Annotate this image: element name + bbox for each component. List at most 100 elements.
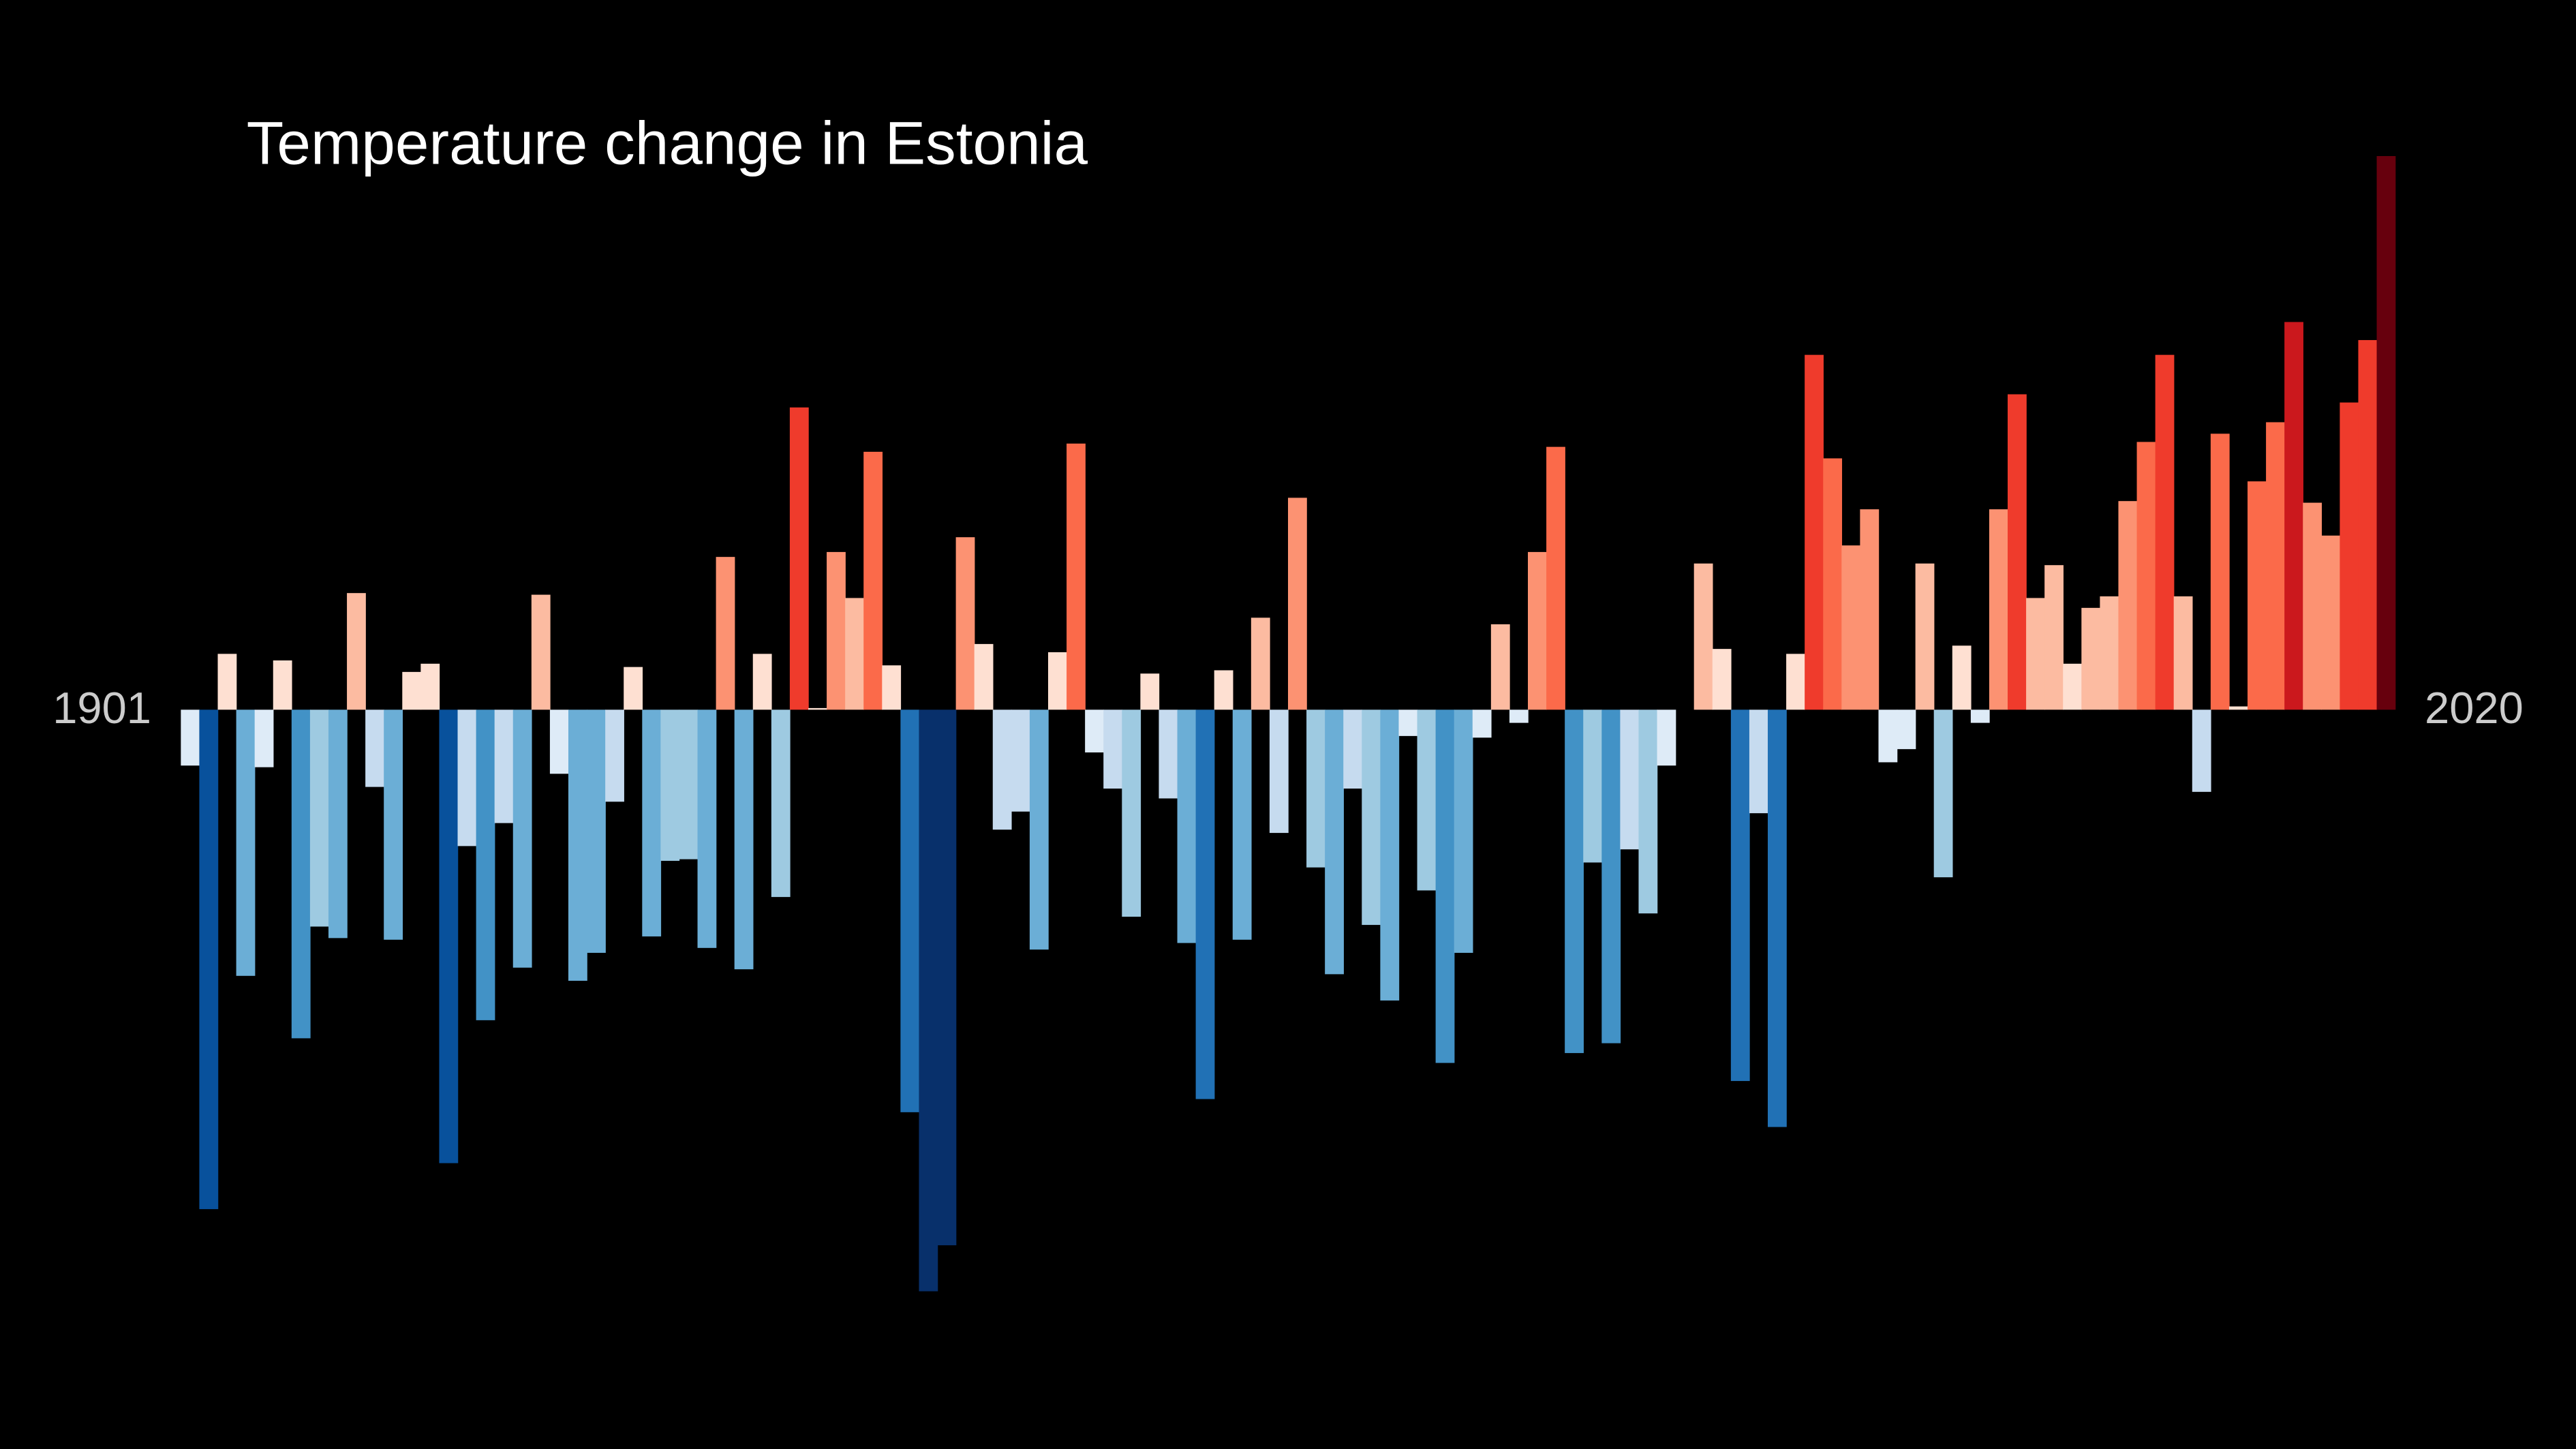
bar <box>882 665 902 710</box>
bar <box>1841 545 1861 710</box>
bar <box>2358 339 2378 710</box>
bar <box>752 654 772 710</box>
bar <box>347 593 366 710</box>
bar <box>2026 598 2045 710</box>
bar <box>1952 645 1972 710</box>
bar <box>1786 654 1805 710</box>
bar <box>1214 670 1233 710</box>
bar <box>1122 710 1141 917</box>
bar <box>2008 394 2027 710</box>
bar <box>254 710 274 767</box>
bar <box>1823 458 1843 710</box>
bar <box>1546 446 1565 710</box>
bar <box>1601 710 1621 1043</box>
bar <box>1195 710 1215 1099</box>
bar <box>494 710 514 823</box>
bar <box>1140 673 1160 710</box>
bar <box>1306 710 1325 868</box>
bar <box>679 710 699 859</box>
bar <box>642 710 662 936</box>
bar <box>2284 322 2303 710</box>
bar <box>1380 710 1400 1001</box>
x-tick-label: 1901 <box>52 683 151 733</box>
bar <box>1749 710 1768 814</box>
bar <box>2248 481 2267 710</box>
bar <box>1693 563 1713 710</box>
bar <box>420 663 440 710</box>
bar <box>291 710 311 1039</box>
bar <box>365 710 384 787</box>
bar <box>1269 710 1289 834</box>
x-tick-label: 2020 <box>2425 683 2524 733</box>
bar <box>1933 710 1953 878</box>
bar <box>624 667 643 710</box>
bar <box>919 710 938 1292</box>
bar <box>605 710 624 802</box>
bar <box>1232 710 1252 940</box>
bar <box>1454 710 1473 954</box>
bar <box>1085 710 1104 752</box>
bar <box>1417 710 1437 891</box>
bar <box>2376 155 2396 710</box>
bar <box>2266 422 2285 710</box>
bar <box>1029 710 1049 950</box>
bar <box>2210 433 2230 710</box>
bar <box>697 710 717 948</box>
bar <box>845 598 864 710</box>
bar <box>2173 596 2193 710</box>
bar <box>1362 710 1381 926</box>
bar <box>1657 710 1676 766</box>
bar <box>2118 501 2138 710</box>
bar <box>512 710 532 968</box>
bar <box>1343 710 1363 789</box>
bar <box>531 594 551 710</box>
bar <box>2155 354 2175 710</box>
bar <box>1288 498 1307 710</box>
bar <box>309 710 329 927</box>
bar <box>1712 649 1732 710</box>
bar <box>199 710 219 1210</box>
bar <box>568 710 587 981</box>
bar <box>439 710 459 1163</box>
bar <box>1970 710 1990 723</box>
bar <box>236 710 256 976</box>
bar <box>1509 710 1529 723</box>
bar <box>2063 663 2083 710</box>
bar <box>1528 551 1547 710</box>
bar <box>2081 607 2101 710</box>
bar <box>808 707 827 710</box>
bar <box>771 710 791 898</box>
bar <box>1490 624 1510 710</box>
bar <box>1878 710 1898 763</box>
bar <box>1565 710 1584 1054</box>
bar <box>1768 710 1787 1127</box>
bar <box>1067 443 1086 710</box>
chart-title: Temperature change in Estonia <box>247 109 1088 177</box>
bar <box>1897 710 1916 750</box>
bar <box>1159 710 1178 799</box>
bar <box>181 710 200 766</box>
bar <box>1989 509 2008 710</box>
bar <box>2340 402 2359 710</box>
bar <box>937 710 957 1246</box>
bar <box>974 643 994 710</box>
bar <box>1047 652 1067 710</box>
bar <box>1860 509 1880 710</box>
bar <box>328 710 348 939</box>
bar <box>2192 710 2211 792</box>
bar <box>660 710 680 861</box>
bar <box>827 551 846 710</box>
bar <box>716 557 735 710</box>
bar <box>587 710 606 954</box>
bar <box>863 451 883 710</box>
bar <box>1011 710 1030 812</box>
bar <box>1805 354 1824 710</box>
bar <box>789 407 809 710</box>
bar <box>2136 442 2156 710</box>
bar <box>1103 710 1123 789</box>
bar <box>1435 710 1455 1063</box>
bar <box>1730 710 1750 1082</box>
bar <box>2100 596 2119 710</box>
bar <box>2044 565 2064 710</box>
